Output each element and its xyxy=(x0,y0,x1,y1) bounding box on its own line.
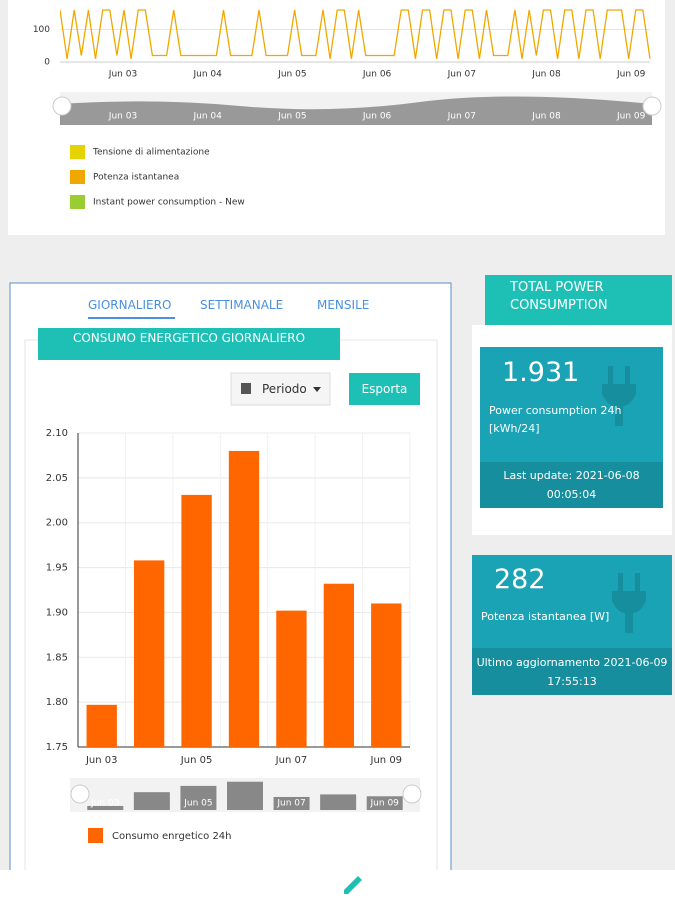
legend-label: Tensione di alimentazione xyxy=(92,148,210,158)
y-tick-label: 1.85 xyxy=(46,652,68,663)
bar xyxy=(371,603,402,747)
navigator-area xyxy=(60,96,652,125)
navigator-handle xyxy=(52,96,72,116)
navigator-label: Jun 05 xyxy=(277,112,306,122)
tab[interactable]: GIORNALIERO xyxy=(88,298,172,312)
export-label[interactable]: Esporta xyxy=(361,382,408,396)
navigator-bar xyxy=(320,794,357,810)
navigator-handle xyxy=(70,784,90,804)
y-tick-label: 2.05 xyxy=(46,473,68,484)
bar xyxy=(181,494,212,747)
x-tick-label: Jun 03 xyxy=(85,755,118,766)
footer-bar xyxy=(0,870,675,900)
card-label: Potenza istantanea [W] xyxy=(481,610,610,623)
panel-title: CONSUMO ENERGETICO GIORNALIERO xyxy=(72,331,306,345)
navigator-label: Jun 09 xyxy=(370,799,400,809)
x-tick-label: Jun 05 xyxy=(277,70,306,80)
period-label[interactable]: Periodo xyxy=(262,382,307,396)
summary-header xyxy=(485,275,672,325)
bar xyxy=(323,583,355,747)
card-update: Last update: 2021-06-08 00:05:04 xyxy=(503,469,640,501)
legend-label: Instant power consumption - New xyxy=(93,198,245,208)
navigator-label: Jun 03 xyxy=(90,799,119,809)
x-tick-label: Jun 07 xyxy=(275,755,308,766)
edit-icon[interactable] xyxy=(344,876,362,894)
navigator-handle xyxy=(402,784,422,804)
bar xyxy=(86,704,117,747)
bar xyxy=(228,450,260,747)
y-tick-label: 2.00 xyxy=(46,518,68,529)
x-tick-label: Jun 06 xyxy=(362,70,392,80)
navigator-bar xyxy=(227,781,263,810)
summary-title: TOTAL POWER CONSUMPTION xyxy=(510,280,608,313)
y-tick-label: 1.75 xyxy=(46,742,68,753)
panel-header xyxy=(38,328,340,360)
navigator-bar xyxy=(180,785,217,810)
x-tick-label: Jun 09 xyxy=(616,70,646,80)
navigator-label: Jun 05 xyxy=(183,799,212,809)
legend-swatch xyxy=(70,195,85,209)
navigator-bar xyxy=(273,796,310,810)
x-tick-label: Jun 04 xyxy=(193,70,223,80)
tab[interactable]: SETTIMANALE xyxy=(200,298,284,312)
x-tick-label: Jun 03 xyxy=(108,70,137,80)
navigator-label: Jun 09 xyxy=(616,112,646,122)
navigator-label: Jun 07 xyxy=(276,799,305,809)
legend-swatch xyxy=(88,828,103,843)
tab[interactable]: MENSILE xyxy=(317,298,370,312)
x-tick-label: Jun 05 xyxy=(180,755,213,766)
calendar-icon xyxy=(241,383,251,394)
line xyxy=(60,9,651,59)
card-value: 282 xyxy=(494,564,546,595)
y-tick-label: 100 xyxy=(33,25,50,35)
navigator-bar xyxy=(133,792,170,810)
legend-label: Consumo enrgetico 24h xyxy=(112,831,232,842)
navigator-bar xyxy=(366,796,403,810)
x-tick-label: Jun 08 xyxy=(531,70,561,80)
dropdown-caret xyxy=(313,387,321,392)
bar xyxy=(133,560,165,747)
y-tick-label: 0 xyxy=(44,58,50,68)
card-label: Power consumption 24h [kWh/24] xyxy=(489,404,622,435)
bar xyxy=(276,610,307,747)
y-tick-label: 1.90 xyxy=(46,607,68,618)
plug-icon xyxy=(612,573,646,633)
y-tick-label: 1.80 xyxy=(46,697,68,708)
legend-swatch xyxy=(70,145,85,159)
x-tick-label: Jun 07 xyxy=(447,70,476,80)
card-footer xyxy=(480,462,663,508)
card-value: 1.931 xyxy=(502,357,580,388)
x-tick-label: Jun 09 xyxy=(370,755,403,766)
navigator-handle xyxy=(642,96,662,116)
card-footer xyxy=(472,648,672,695)
legend-swatch xyxy=(70,170,85,184)
navigator-bar xyxy=(87,805,124,810)
card-update: Ultimo aggiornamento 2021-06-09 17:55:13 xyxy=(476,656,668,688)
legend-label: Potenza istantanea xyxy=(93,173,179,183)
y-tick-label: 2.10 xyxy=(46,428,68,439)
export-button[interactable] xyxy=(349,373,420,405)
navigator-label: Jun 04 xyxy=(193,112,223,122)
navigator-label: Jun 07 xyxy=(447,112,476,122)
navigator-label: Jun 06 xyxy=(362,112,392,122)
y-tick-label: 1.95 xyxy=(46,563,68,574)
navigator-label: Jun 03 xyxy=(108,112,137,122)
navigator-label: Jun 08 xyxy=(531,112,561,122)
plug-icon xyxy=(602,366,636,426)
